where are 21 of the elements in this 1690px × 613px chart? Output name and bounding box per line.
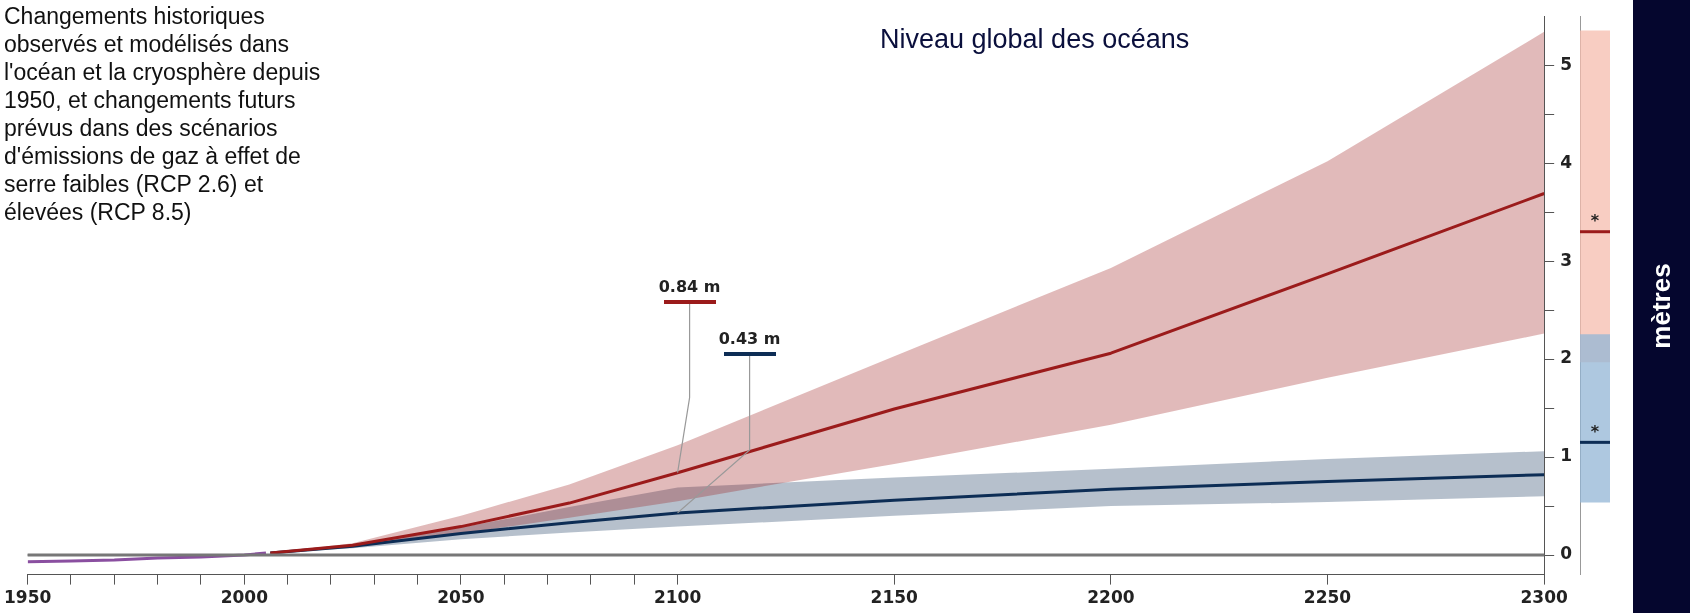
annotation: Changements historiques observés et modélisés dans l'océan et la cryosphère depuis 1950, et changements futurs prévus dans des scénarios d'émissions de gaz à effet de serre faibles (RCP 2.6) et élevées (RCP 8.5): [4, 2, 322, 226]
x-tick-label: 2000: [220, 587, 269, 608]
x-tick-label: 2300: [1520, 587, 1568, 608]
y-tick-label: 1: [1560, 445, 1573, 466]
x-tick-label: 2200: [1087, 587, 1135, 608]
annotation: 0.43 m: [718, 329, 781, 349]
chart-title: Niveau global des océans: [880, 24, 1190, 55]
y-tick-label: 0: [1560, 543, 1573, 564]
annotation: *: [1590, 210, 1600, 230]
annotation: 0.84 m: [658, 276, 721, 296]
annotation: *: [1590, 421, 1600, 441]
y-axis-title: mètres: [1645, 263, 1677, 349]
y-tick-label: 4: [1560, 151, 1573, 172]
y-tick-label: 5: [1560, 53, 1573, 74]
x-tick-label: 1950: [3, 587, 52, 608]
x-tick-label: 2100: [653, 587, 702, 608]
x-tick-label: 2250: [1303, 587, 1352, 608]
x-tick-label: 2150: [870, 587, 919, 608]
y-tick-label: 2: [1560, 347, 1573, 368]
x-tick-label: 2050: [437, 587, 485, 608]
y-tick-label: 3: [1560, 249, 1573, 270]
